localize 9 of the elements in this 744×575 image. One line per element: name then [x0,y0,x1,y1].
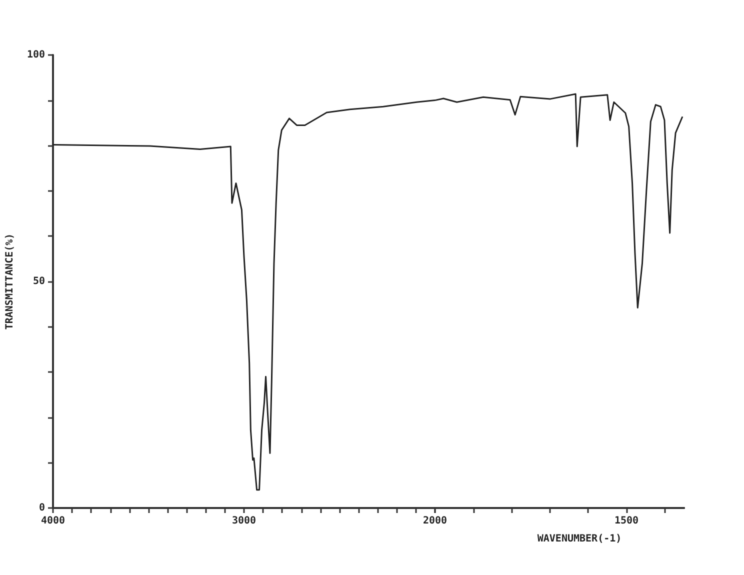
y-axis-title: TRANSMITTANCE(%) [4,233,16,330]
x-axis-title: WAVENUMBER(-1) [537,534,622,544]
x-tick-label: 2000 [422,516,448,526]
x-tick-label: 4000 [40,516,66,526]
x-tick-label: 1500 [614,516,639,526]
y-tick-label: 0 [38,502,45,514]
y-tick-label: 50 [32,276,45,287]
y-tick-label: 100 [26,50,45,60]
x-tick-label: 3000 [232,516,256,526]
